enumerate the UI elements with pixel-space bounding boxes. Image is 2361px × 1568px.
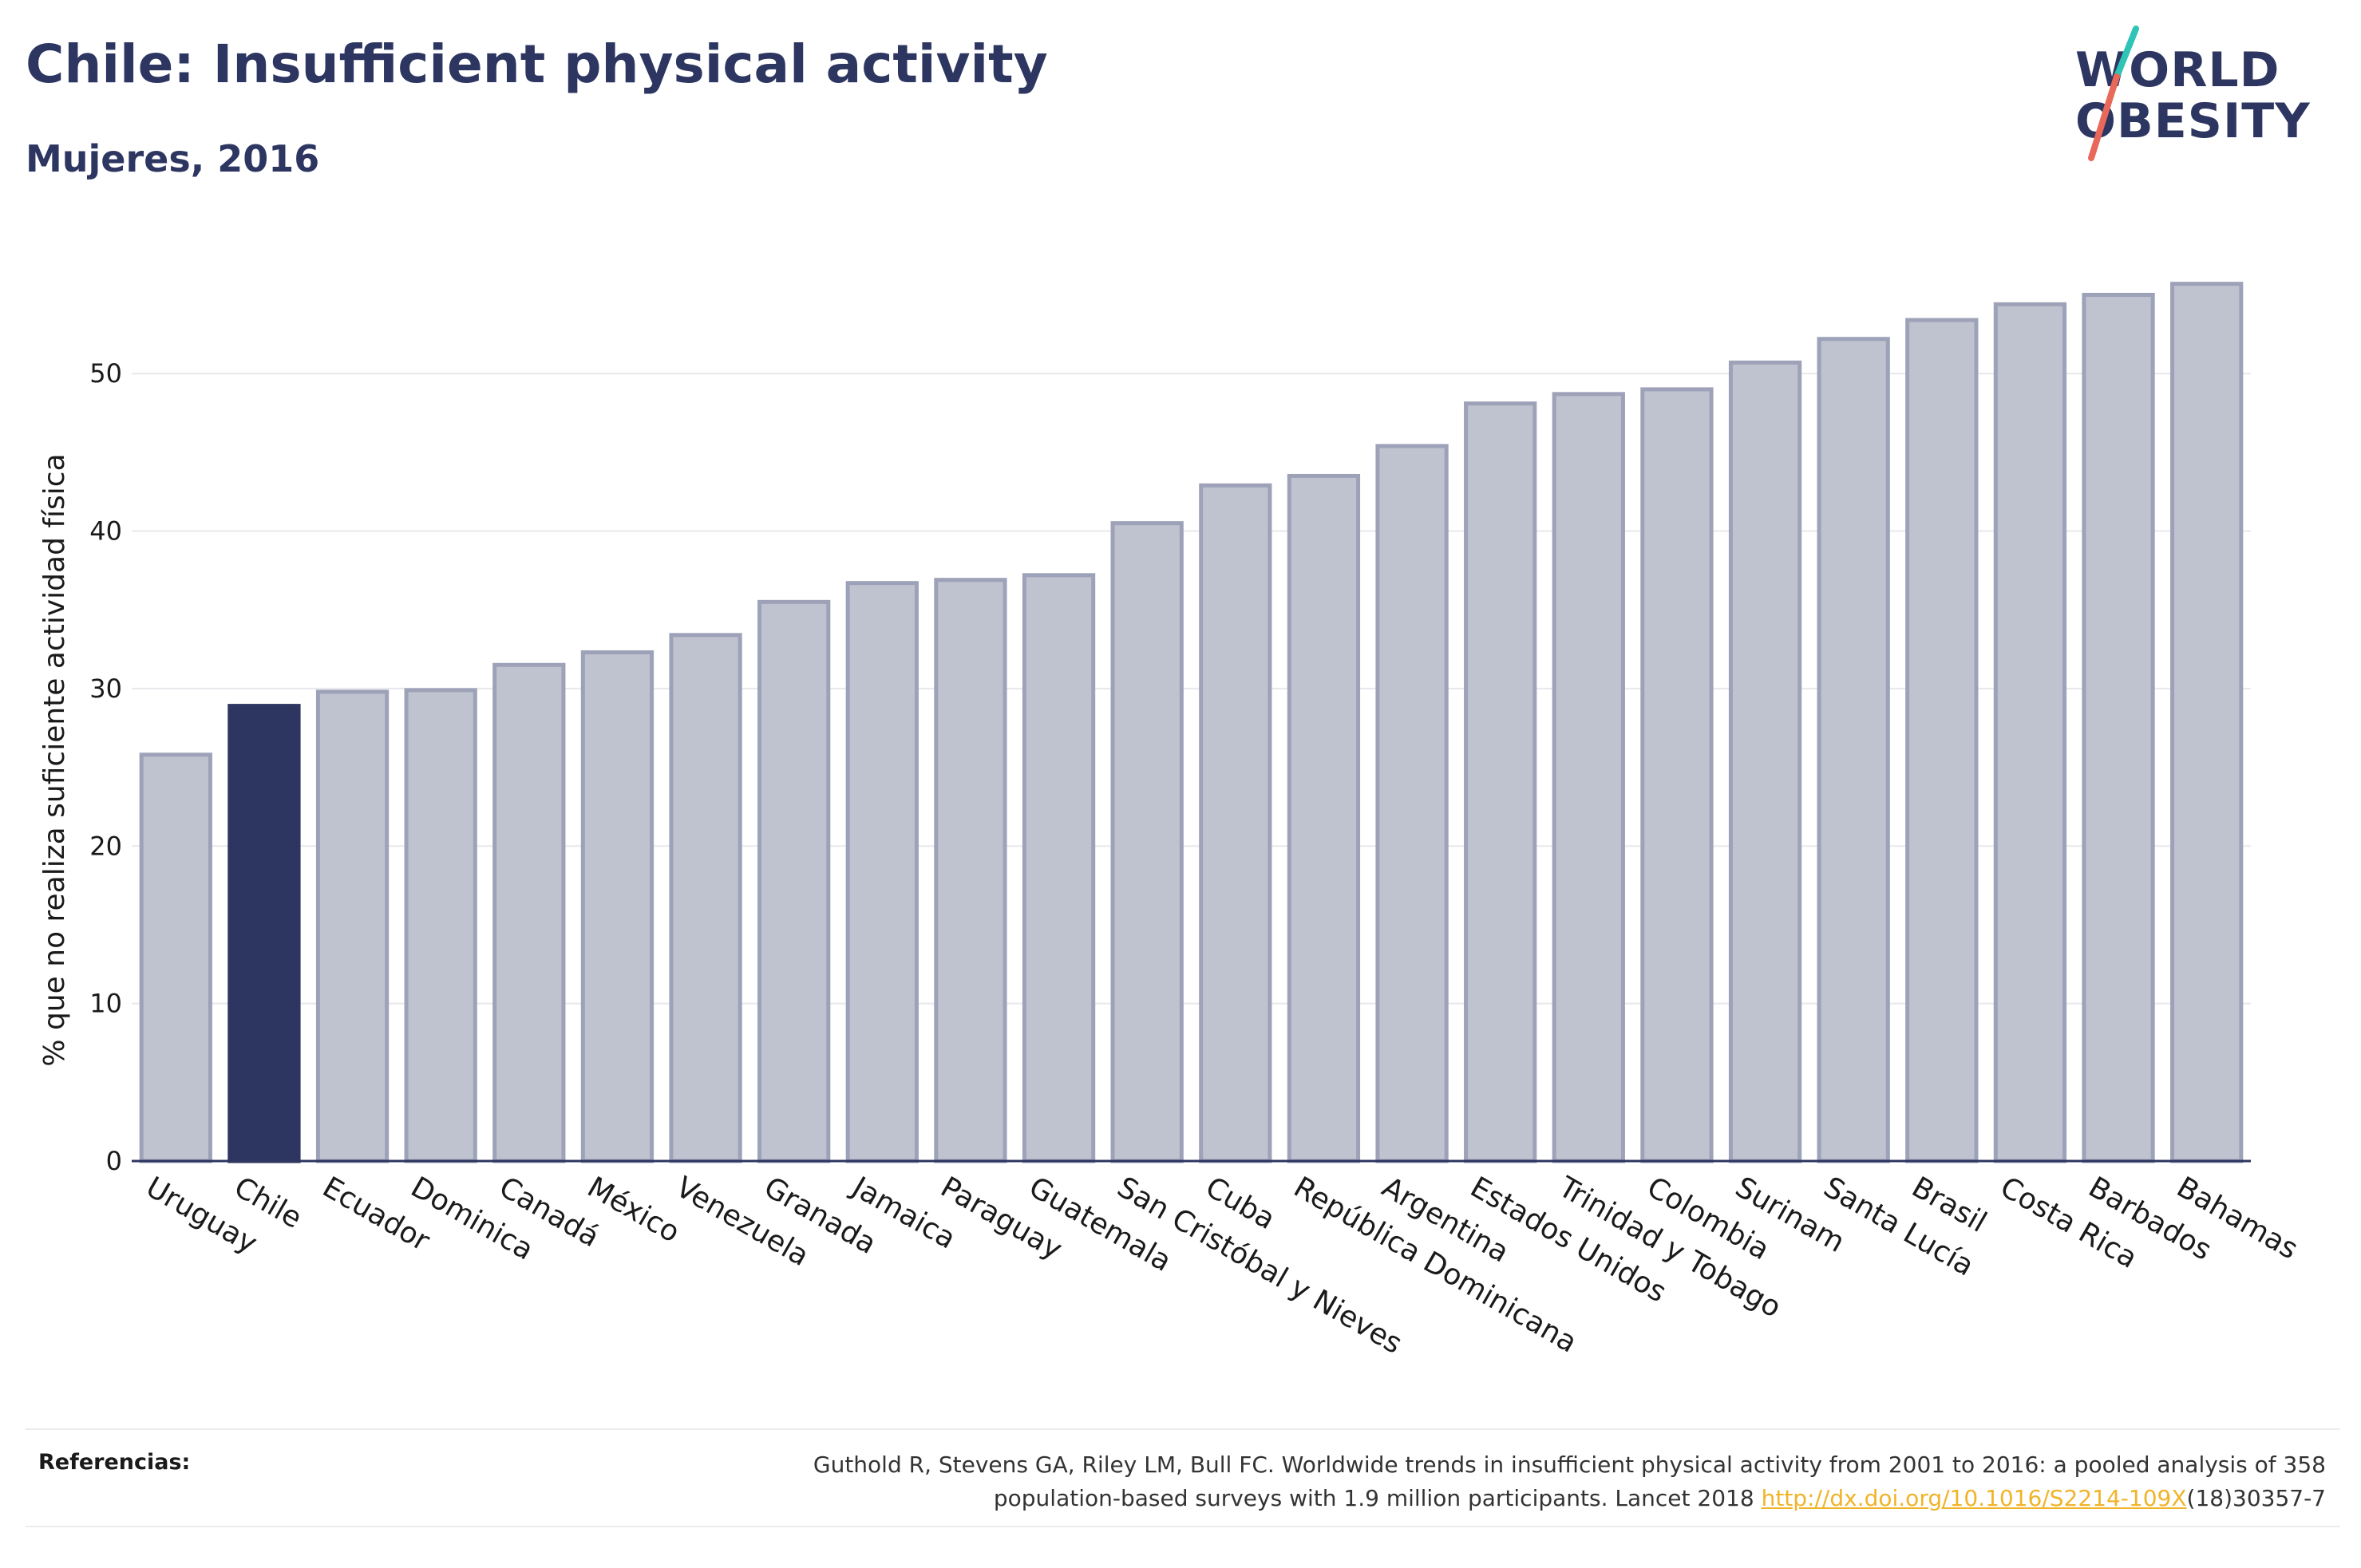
bars [139, 282, 2244, 1163]
references-divider-top [26, 1428, 2340, 1430]
bar-argentina [1375, 444, 1449, 1163]
bar-venezuela [669, 633, 742, 1163]
bar-dominica [404, 688, 477, 1163]
references-text: Guthold R, Stevens GA, Riley LM, Bull FC… [490, 1448, 2326, 1515]
bar-rep-blica-dominicana [1287, 473, 1361, 1163]
bar-canad- [492, 662, 566, 1163]
reference-doi-link[interactable]: http://dx.doi.org/10.1016/S2214-109X [1761, 1485, 2187, 1511]
y-axis-label: % que no realiza suficiente actividad fí… [38, 453, 71, 1066]
bar-colombia [1640, 387, 1714, 1163]
bar-brasil [1905, 318, 1979, 1163]
bar-estados-unidos [1464, 401, 1537, 1163]
logo-slash-icon [2088, 26, 2139, 161]
chart-title: Chile: Insufficient physical activity [26, 34, 1048, 95]
y-tick-label: 20 [89, 831, 122, 861]
world-obesity-logo: WORLD OBESITY [2075, 24, 2347, 168]
bar-cuba [1199, 483, 1272, 1163]
bar-granada [757, 599, 831, 1163]
bar-chile [227, 704, 301, 1163]
y-tick-label: 10 [89, 989, 122, 1019]
bar-uruguay [139, 752, 212, 1163]
chart-subtitle: Mujeres, 2016 [26, 137, 320, 180]
logo-word-obesity: OBESITY [2075, 93, 2311, 149]
bar-barbados [2082, 292, 2155, 1163]
reference-citation-line2: population-based surveys with 1.9 millio… [993, 1485, 1762, 1511]
grid-lines [132, 373, 2251, 1005]
bar-santa-luc-a [1817, 337, 1890, 1163]
references-divider-bottom [26, 1526, 2340, 1527]
bar-ecuador [315, 689, 390, 1163]
y-tick-label: 40 [89, 516, 122, 547]
bar-trinidad-y-tobago [1552, 392, 1625, 1163]
bar-surinam [1728, 360, 1802, 1163]
references-label: Referencias: [38, 1450, 191, 1475]
bar-san-crist-bal-y-nieves [1110, 521, 1184, 1163]
bar-m-xico [580, 650, 655, 1163]
y-tick-label: 50 [89, 358, 122, 389]
reference-citation-suffix: (18)30357-7 [2186, 1485, 2326, 1511]
y-tick-label: 0 [106, 1146, 122, 1176]
reference-citation-line1: Guthold R, Stevens GA, Riley LM, Bull FC… [813, 1451, 2326, 1478]
y-tick-label: 30 [89, 673, 122, 704]
bar-guatemala [1022, 573, 1096, 1163]
bar-bahamas [2170, 282, 2244, 1163]
bar-jamaica [845, 581, 919, 1163]
logo-word-world: WORLD [2075, 42, 2280, 98]
bar-costa-rica [1993, 302, 2067, 1163]
bar-paraguay [934, 578, 1007, 1163]
